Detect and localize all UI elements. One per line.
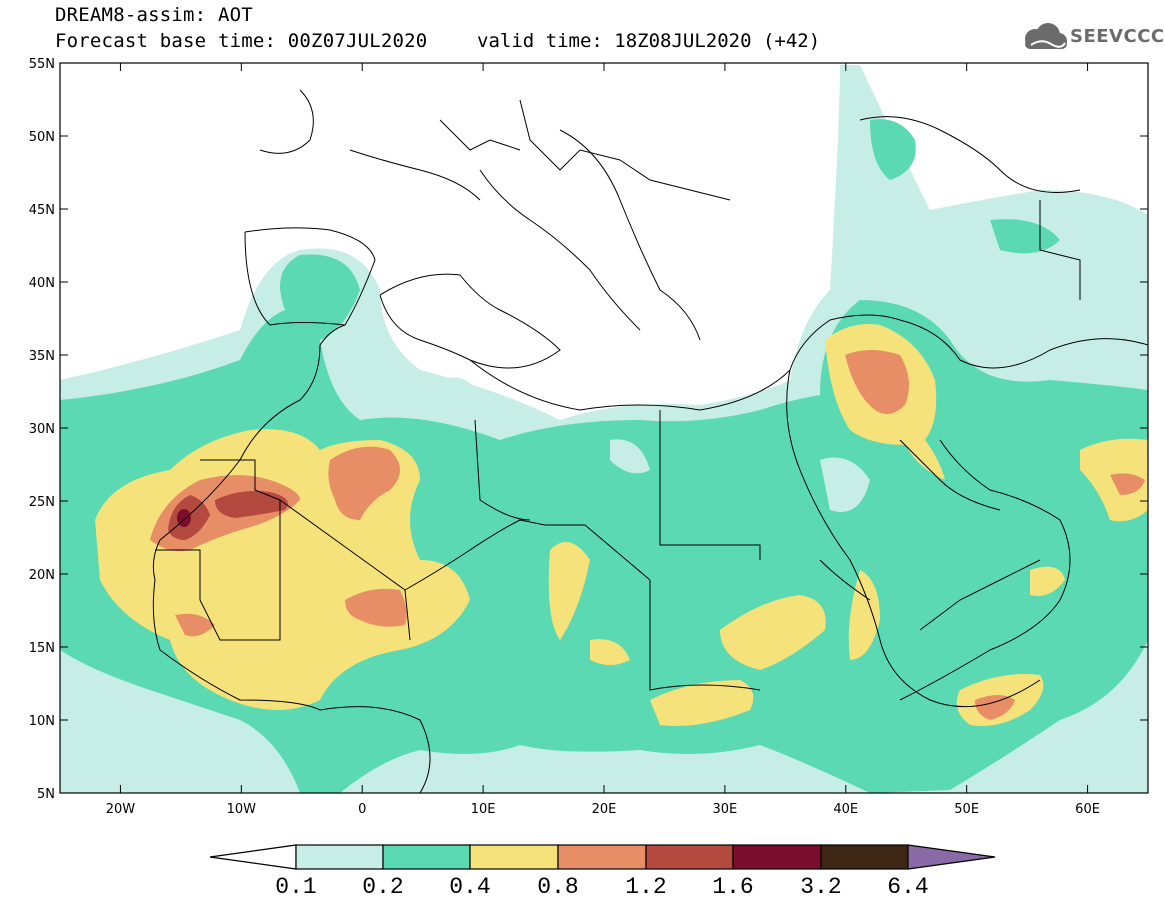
lat-tick-label: 45N: [29, 203, 55, 218]
lon-tick-label: 40E: [833, 802, 858, 817]
lon-tick-label: 30E: [713, 802, 738, 817]
lat-tick-label: 10N: [29, 714, 55, 729]
logo-text: SEEVCCC: [1070, 26, 1165, 47]
colorbar-swatch: [645, 844, 734, 870]
lon-tick-label: 60E: [1075, 802, 1100, 817]
lat-tick-label: 50N: [29, 130, 55, 145]
coastlines: [152, 89, 1148, 793]
colorbar-under-arrow: [209, 844, 297, 870]
lat-tick-label: 40N: [29, 276, 55, 291]
colorbar-over-arrow: [907, 844, 996, 870]
valid-time: valid time: 18Z08JUL2020 (+42): [477, 30, 821, 52]
colorbar-swatch: [732, 844, 822, 870]
lon-tick-label: 10E: [471, 802, 496, 817]
lon-tick-label: 20E: [592, 802, 617, 817]
lat-tick-label: 35N: [29, 349, 55, 364]
lat-tick-label: 20N: [29, 568, 55, 583]
colorbar: 0.1 0.2 0.4 0.8 1.2 1.6 3.2 6.4: [209, 844, 996, 900]
colorbar-label: 1.2: [625, 874, 666, 900]
lon-tick-label: 20W: [106, 802, 136, 817]
lon-tick-label: 10W: [227, 802, 257, 817]
colorbar-label: 6.4: [887, 874, 928, 900]
colorbar-label: 3.2: [800, 874, 841, 900]
lat-ticks: 55N 50N 45N 40N 35N 30N 25N 20N 15N 10N 5N: [29, 57, 1148, 802]
colorbar-swatch: [382, 844, 471, 870]
colorbar-swatch: [557, 844, 647, 870]
cloud-icon: [1025, 23, 1067, 49]
colorbar-label: 0.2: [362, 874, 403, 900]
colorbar-label: 0.8: [537, 874, 578, 900]
lon-tick-label: 0: [358, 802, 366, 817]
lat-tick-label: 5N: [37, 787, 55, 802]
lon-ticks: 20W 10W 0 10E 20E 30E 40E 50E 60E: [106, 63, 1100, 817]
lat-tick-label: 30N: [29, 422, 55, 437]
colorbar-swatch: [295, 844, 384, 870]
map-title: DREAM8-assim: AOT: [55, 4, 253, 26]
colorbar-swatch: [469, 844, 559, 870]
colorbar-label: 0.4: [449, 874, 490, 900]
forecast-base-time: Forecast base time: 00Z07JUL2020: [55, 30, 428, 52]
colorbar-label: 0.1: [275, 874, 316, 900]
country-borders: [155, 99, 1081, 691]
lat-tick-label: 55N: [29, 57, 55, 72]
lat-tick-label: 15N: [29, 641, 55, 656]
lat-tick-label: 25N: [29, 495, 55, 510]
colorbar-label: 1.6: [712, 874, 753, 900]
lon-tick-label: 50E: [954, 802, 979, 817]
colorbar-swatch: [820, 844, 909, 870]
